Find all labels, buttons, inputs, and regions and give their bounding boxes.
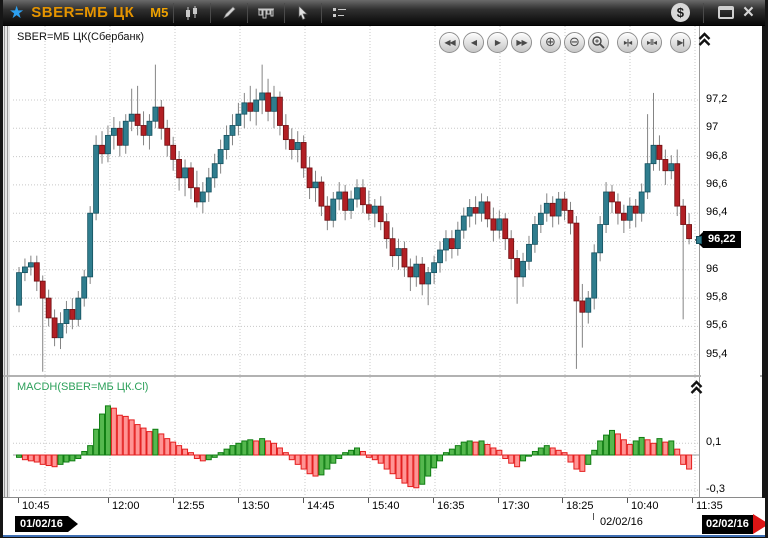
date-row: 01/02/16 02/02/16 02/02/16: [3, 513, 765, 535]
window-right-border: [762, 26, 765, 535]
price-pane-label: SBER=МБ ЦК(Сбербанк): [17, 31, 145, 43]
price-axis-label: 96,8: [706, 149, 728, 162]
close-button[interactable]: ×: [742, 2, 754, 23]
time-axis[interactable]: 10:45 12:00 12:55 13:50 14:45 15:40 16:35 17:30…: [3, 498, 765, 514]
date-badge-arrow-icon: [67, 516, 78, 532]
price-axis-label: 95,4: [706, 347, 728, 360]
scroll-right-button[interactable]: ▶: [487, 31, 508, 53]
window-bottom-border: [3, 534, 765, 538]
date-badge-end-label: 02/02/16: [702, 514, 753, 534]
equivolume-chart-icon[interactable]: [253, 2, 279, 24]
compress-candles-button[interactable]: ▸‖◂: [641, 31, 662, 53]
macd-pane-label: MACDH(SBER=МБ ЦК.Cl): [17, 381, 149, 393]
collapse-price-pane-button[interactable]: [697, 31, 712, 53]
time-tick: [498, 498, 499, 503]
chevron-up-icon: [690, 380, 703, 394]
timeframe-label: M5: [150, 5, 169, 20]
chevron-up-icon: [698, 32, 711, 46]
time-axis-label: 12:55: [177, 500, 205, 512]
go-to-last-button[interactable]: ▶|: [670, 31, 691, 53]
magnify-button[interactable]: [588, 31, 609, 53]
pane-splitter[interactable]: [3, 375, 765, 377]
date-badge-start-label: 01/02/16: [15, 516, 68, 532]
collapse-macd-pane-button[interactable]: [689, 379, 704, 401]
cursor-icon[interactable]: [290, 2, 316, 24]
zoom-in-button[interactable]: ⊕: [540, 31, 561, 53]
pencil-icon[interactable]: [216, 2, 242, 24]
price-axis-label: 96,6: [706, 177, 728, 190]
time-tick: [692, 498, 693, 503]
day-boundary-tick: [593, 513, 594, 520]
left-splitter-grip[interactable]: [3, 26, 10, 535]
toolbar-separator: [284, 2, 286, 23]
instrument-symbol: SBER=МБ ЦК: [31, 4, 135, 21]
macd-axis-label: 0,1: [706, 436, 722, 449]
last-price-marker: [696, 236, 702, 244]
day-boundary-label: 02/02/16: [600, 516, 643, 528]
maximize-button[interactable]: [717, 6, 734, 19]
time-tick: [627, 498, 628, 503]
axis-divider: [699, 26, 700, 497]
dollar-icon[interactable]: $: [670, 3, 690, 22]
levels-icon[interactable]: [327, 2, 353, 24]
price-chart-plot[interactable]: [13, 26, 699, 375]
toolbar-separator: [173, 2, 175, 23]
time-axis-label: 10:45: [22, 500, 50, 512]
price-axis-label: 95,8: [706, 291, 728, 304]
price-axis-label: 97: [706, 121, 719, 134]
time-axis-label: 10:40: [631, 500, 659, 512]
price-axis-label: 96,4: [706, 206, 728, 219]
toolbar-separator: [247, 2, 249, 23]
scroll-start-button[interactable]: ◀◀: [439, 31, 460, 53]
time-tick: [18, 498, 19, 503]
macd-axis-label: -0,3: [706, 483, 725, 496]
star-icon: ★: [9, 3, 25, 22]
time-axis-label: 14:45: [307, 500, 335, 512]
chart-nav-toolbar: ◀◀ ◀ ▶ ▶▶ ⊕ ⊖ ▸|◂ ▸‖◂ ▶|: [439, 31, 712, 53]
price-axis[interactable]: 97,29796,896,696,496,29695,895,695,40,1-…: [701, 26, 760, 497]
time-tick: [303, 498, 304, 503]
last-price-value: 96,22: [703, 231, 741, 248]
time-tick: [562, 498, 563, 503]
date-badge-red-arrow-icon: [752, 514, 765, 534]
price-axis-label: 97,2: [706, 93, 728, 105]
toolbar-separator: [321, 2, 323, 23]
compress-horizontal-button[interactable]: ▸|◂: [617, 31, 638, 53]
time-axis-label: 15:40: [372, 500, 400, 512]
toolbar-separator: [210, 2, 212, 23]
time-axis-label: 11:35: [696, 500, 723, 512]
scroll-left-button[interactable]: ◀: [463, 31, 484, 53]
macd-histogram-plot[interactable]: [13, 377, 699, 496]
date-badge-end: 02/02/16: [702, 514, 765, 534]
time-axis-label: 16:35: [437, 500, 465, 512]
toolbar-separator: [702, 2, 704, 23]
magnifier-icon: [592, 35, 605, 49]
time-axis-label: 13:50: [242, 500, 270, 512]
price-axis-label: 95,6: [706, 319, 728, 332]
candlestick-chart-icon[interactable]: [179, 2, 205, 24]
time-tick: [173, 498, 174, 503]
time-tick: [238, 498, 239, 503]
zoom-out-button[interactable]: ⊖: [564, 31, 585, 53]
last-price-badge: 96,22: [695, 231, 741, 248]
time-axis-border: [3, 497, 765, 498]
price-axis-label: 96: [706, 262, 719, 275]
title-bar[interactable]: ★ SBER=МБ ЦК M5 $ ×: [3, 0, 765, 26]
time-axis-label: 12:00: [112, 500, 140, 512]
time-axis-label: 18:25: [566, 500, 594, 512]
time-tick: [368, 498, 369, 503]
time-tick: [108, 498, 109, 503]
time-tick: [433, 498, 434, 503]
date-badge-start: 01/02/16: [15, 516, 78, 532]
time-axis-label: 17:30: [502, 500, 530, 512]
scroll-end-fast-button[interactable]: ▶▶: [511, 31, 532, 53]
